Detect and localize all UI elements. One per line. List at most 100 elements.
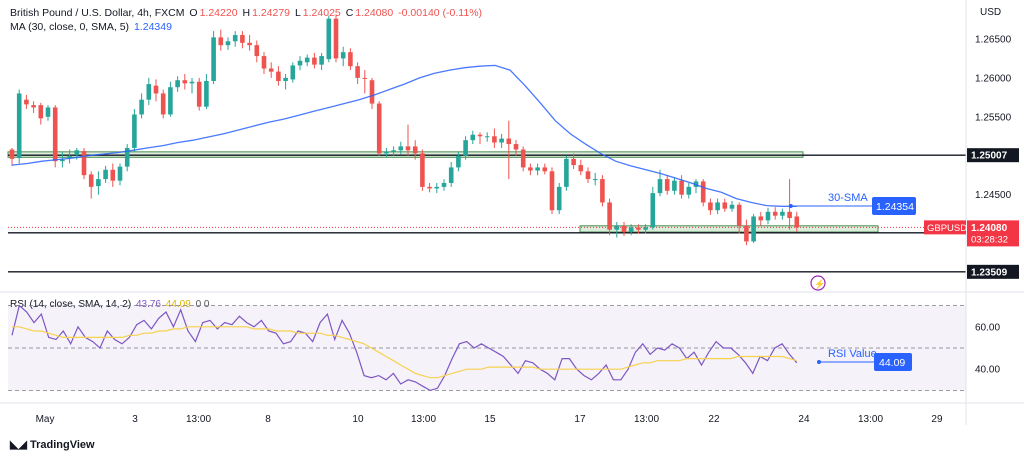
candle-body <box>268 68 274 72</box>
candle-body <box>290 65 296 80</box>
candle-body <box>182 80 188 84</box>
candle-body <box>96 179 101 187</box>
lightning-glyph: ⚡ <box>814 278 825 290</box>
lightning-icon <box>810 275 826 291</box>
candle-body <box>45 107 51 117</box>
price-tick-label: 1.26500 <box>975 34 1012 45</box>
time-tick-label: 13:00 <box>858 414 883 425</box>
tradingview-logo[interactable]: ◣◢ TradingView <box>10 438 95 451</box>
candle-body <box>513 144 519 150</box>
candle-body <box>312 57 317 65</box>
candle-body <box>492 136 497 143</box>
currency-label: USD <box>980 7 1001 18</box>
candle-body <box>168 87 173 115</box>
candle-body <box>196 81 202 107</box>
brand-name: TradingView <box>29 439 95 451</box>
ohlc-high-value: 1.24279 <box>252 7 291 19</box>
sma-callout-badge <box>872 197 916 216</box>
rsi-tick-label: 60.00 <box>975 322 1000 333</box>
candle-body <box>556 186 562 211</box>
price-tick-label: 1.24500 <box>975 190 1012 201</box>
candle-body <box>600 179 605 203</box>
candle-body <box>276 71 281 81</box>
ohlc-high-label: H <box>242 7 251 19</box>
candle-body <box>477 134 483 137</box>
ohlc-close-value: 1.24080 <box>355 7 394 19</box>
time-tick-label: 13:00 <box>634 414 659 425</box>
level-tag-bg <box>967 264 1019 279</box>
time-tick-label: 13:00 <box>186 414 211 425</box>
price-tick-label: 1.25500 <box>975 112 1012 123</box>
candle-body <box>211 37 216 81</box>
rsi-label: RSI (14, close, SMA, 14, 2) <box>10 299 132 310</box>
candle-body <box>614 225 620 230</box>
rsi-layer <box>8 304 966 392</box>
candle-body <box>369 80 375 104</box>
time-tick-label: 22 <box>708 414 720 425</box>
candle-body <box>780 211 785 216</box>
candle-body <box>38 105 44 119</box>
candle-body <box>110 169 116 181</box>
candle-body <box>391 150 396 152</box>
level-tag-bg <box>967 148 1019 163</box>
rsi-sma-value: 44.09 <box>165 299 191 310</box>
level-tag-label: 1.23509 <box>971 267 1008 278</box>
candle-body <box>592 179 598 181</box>
price-tag-countdown: 03:28:32 <box>971 234 1008 245</box>
symbol-title: British Pound / U.S. Dollar, 4h, FXCM <box>10 7 185 19</box>
sma-30-line <box>11 64 797 207</box>
candle-body <box>384 151 389 154</box>
candle-body <box>441 182 447 187</box>
candle-body <box>578 165 584 172</box>
sma-callout-label: 30-SMA <box>828 192 868 204</box>
candle-body <box>643 227 648 230</box>
candle-body <box>175 80 180 88</box>
ohlc-open-value: 1.24220 <box>199 7 238 19</box>
candle-body <box>772 211 778 216</box>
candle-body <box>412 146 418 154</box>
sma-callout-dot <box>788 204 793 209</box>
zones-layer <box>7 151 879 233</box>
candle-body <box>650 193 656 228</box>
candle-body <box>758 216 764 221</box>
candle-body <box>794 216 800 228</box>
candle-body <box>326 18 332 60</box>
time-tick-label: 24 <box>798 414 810 425</box>
candle-body <box>340 52 346 59</box>
candle-body <box>160 93 166 115</box>
ohlc-low-value: 1.24025 <box>302 7 341 19</box>
sma-layer <box>11 64 797 207</box>
candle-body <box>261 56 267 69</box>
rsi-callout-value: 44.09 <box>879 357 905 369</box>
candle-body <box>9 149 15 159</box>
time-tick-label: May <box>36 414 55 425</box>
rsi-legend: RSI (14, close, SMA, 14, 2) 43.76 44.09 … <box>10 299 211 310</box>
rsi-sma-line <box>12 326 797 379</box>
candle-body <box>679 180 684 195</box>
time-tick-label: 3 <box>132 414 138 425</box>
rsi-callout-label: RSI Value <box>828 348 877 360</box>
rsi-tick-label: 40.00 <box>975 365 1000 376</box>
candle-body <box>405 146 411 151</box>
candle-body <box>736 204 742 226</box>
time-tick-label: 15 <box>484 414 496 425</box>
level-tag-label: 1.25007 <box>971 151 1008 162</box>
candle-body <box>765 211 771 221</box>
candle-body <box>528 167 533 171</box>
candle-body <box>333 18 339 59</box>
rsi-extra-values: 0 0 <box>195 299 210 310</box>
symbol-tag-bg <box>924 220 966 235</box>
price-tick-label: 1.26000 <box>975 73 1012 84</box>
time-tick-label: 29 <box>931 414 943 425</box>
candle-body <box>398 146 404 151</box>
candle-body <box>225 41 231 46</box>
candle-body <box>672 180 677 191</box>
rsi-line <box>11 304 798 392</box>
candle-body <box>117 166 123 181</box>
candle-body <box>304 57 310 63</box>
candle-body <box>664 179 670 191</box>
candle-body <box>787 211 792 219</box>
price-tag-value: 1.24080 <box>971 223 1008 234</box>
